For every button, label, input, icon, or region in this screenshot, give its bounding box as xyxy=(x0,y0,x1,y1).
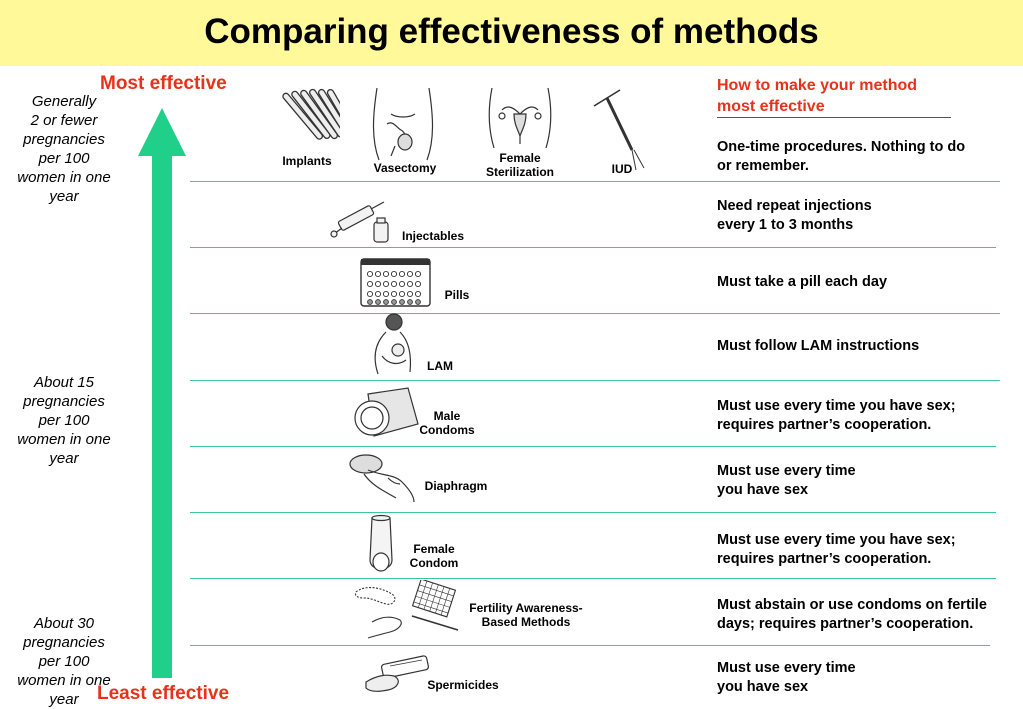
instruction-row-9: Must use every time you have sex xyxy=(717,660,856,695)
heading-underline xyxy=(717,117,951,118)
instruction-row-7: Must use every time you have sex; requir… xyxy=(717,532,956,567)
diaphragm-icon xyxy=(349,454,415,503)
page-title: Comparing effectiveness of methods xyxy=(204,12,819,51)
injectables-icon xyxy=(330,201,389,243)
fertility-awareness-icon xyxy=(354,580,459,639)
method-label-iud: IUD xyxy=(611,162,633,176)
instruction-row-2: Need repeat injections every 1 to 3 mont… xyxy=(717,198,872,233)
instruction-row-1: One-time procedures. Nothing to do or re… xyxy=(717,139,966,174)
row-divider xyxy=(190,313,1000,314)
row-divider xyxy=(190,247,996,248)
row-divider xyxy=(190,578,996,579)
method-label-fertility-awareness: Fertility Awareness- Based Methods xyxy=(469,601,583,629)
row-divider xyxy=(190,512,996,513)
method-label-spermicides: Spermicides xyxy=(427,678,499,692)
vasectomy-icon xyxy=(372,87,434,161)
most-effective-label: Most effective xyxy=(100,73,227,94)
pill-pack-icon xyxy=(360,258,431,307)
least-effective-label: Least effective xyxy=(97,683,230,704)
instruction-row-6: Must use every time you have sex xyxy=(717,463,856,498)
title-banner: Comparing effectiveness of methods xyxy=(0,0,1023,66)
instruction-row-8: Must abstain or use condoms on fertile d… xyxy=(717,597,987,632)
rate-mid-text: About 15 pregnancies per 100 women in on… xyxy=(17,374,111,467)
method-label-female-sterilization: Female Sterilization xyxy=(485,151,554,179)
row-divider xyxy=(190,645,990,646)
right-column-heading: How to make your method most effective xyxy=(717,77,918,115)
method-label-male-condoms: Male Condoms xyxy=(419,409,475,437)
spermicide-icon xyxy=(365,655,429,692)
rate-top-text: Generally 2 or fewer pregnancies per 100… xyxy=(17,93,111,205)
instruction-row-5: Must use every time you have sex; requir… xyxy=(717,398,956,433)
method-label-implants: Implants xyxy=(282,154,332,168)
row-divider xyxy=(190,181,1000,182)
method-label-vasectomy: Vasectomy xyxy=(373,161,437,175)
method-label-injectables: Injectables xyxy=(401,229,465,243)
rate-low-text: About 30 pregnancies per 100 women in on… xyxy=(17,615,111,708)
female-condom-icon xyxy=(369,514,393,572)
row-divider xyxy=(190,446,996,447)
breastfeeding-mother-icon xyxy=(374,313,412,375)
iud-icon xyxy=(593,89,645,171)
method-label-lam: LAM xyxy=(427,359,453,373)
method-label-diaphragm: Diaphragm xyxy=(424,479,488,493)
instruction-row-4: Must follow LAM instructions xyxy=(717,338,920,354)
method-label-pills: Pills xyxy=(444,288,470,302)
implants-icon xyxy=(282,88,340,140)
effectiveness-arrow-icon xyxy=(138,108,186,678)
male-condom-icon xyxy=(354,387,419,437)
row-divider xyxy=(190,380,1000,381)
female-sterilization-icon xyxy=(488,87,552,149)
instruction-row-3: Must take a pill each day xyxy=(717,274,888,290)
method-label-female-condom: Female Condom xyxy=(409,542,459,570)
